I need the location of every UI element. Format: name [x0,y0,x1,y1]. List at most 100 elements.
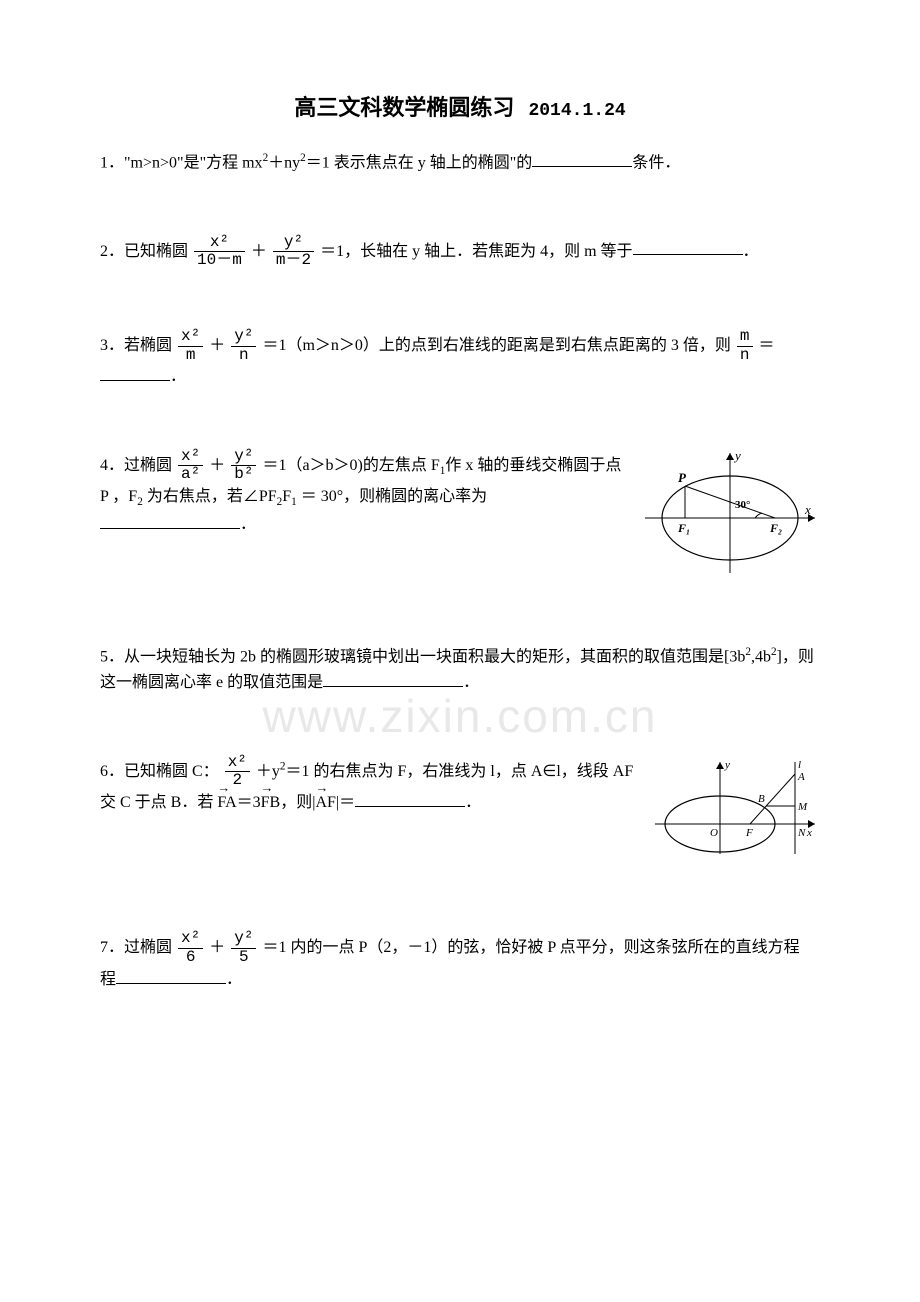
text: ＝1（m＞n＞0）上的点到右准线的距离是到右焦点距离的 3 倍，则 [262,337,730,354]
text: 条件． [632,154,680,171]
text: 为右焦点，若∠PF [143,488,277,505]
text: ，则| [280,794,315,811]
numerator: x² [178,448,203,467]
fraction: x²6 [178,930,203,966]
fraction: x²a² [178,448,203,484]
denominator: 6 [178,949,203,967]
fraction: y²b² [231,448,256,484]
denominator: m－2 [273,252,314,270]
problem-7: 7．过椭圆 x²6 ＋ y²5 ＝1 内的一点 P（2，－1）的弦，恰好被 P … [100,930,820,992]
blank [355,806,465,807]
text: ,4b [751,649,771,666]
svg-text:x: x [804,502,811,517]
vector: FB [261,790,281,816]
text: ＋ny [268,154,300,171]
text: ＝3 [237,794,261,811]
blank [100,380,170,381]
denominator: 10－m [194,252,245,270]
problem-3: 3．若椭圆 x²m ＋ y²n ＝1（m＞n＞0）上的点到右准线的距离是到右焦点… [100,328,820,390]
title-text: 高三文科数学椭圆练习 [294,95,514,120]
svg-text:30°: 30° [735,499,750,511]
svg-text:F₁: F₁ [677,521,690,535]
text: F [282,488,291,505]
text: 已知椭圆 [124,242,188,259]
blank [323,686,463,687]
text: 程 [100,971,116,988]
fraction: mn [737,328,753,364]
problem-4: 4．过椭圆 x²a² ＋ y²b² ＝1（a＞b＞0)的左焦点 F1作 x 轴的… [100,448,820,587]
text: ＝1，长轴在 y 轴上．若焦距为 4，则 m 等于 [320,242,632,259]
text: "m>n>0"是"方程 mx [124,154,263,171]
denominator: n [231,347,256,365]
text: ＋ [209,456,225,473]
ellipse-diagram-icon: x y P F₁ F₂ 30° [640,448,820,578]
fraction: y²5 [231,930,256,966]
fraction: x²10－m [194,234,245,270]
numerator: m [737,328,753,347]
denominator: a² [178,466,203,484]
problem-number: 7． [100,939,124,956]
text: 若椭圆 [124,337,172,354]
svg-text:B: B [758,793,765,805]
numerator: y² [231,930,256,949]
text: ＝ 30°，则椭圆的离心率为 [297,488,487,505]
text: ＝1 表示焦点在 y 轴上的椭圆"的 [306,154,533,171]
problem-4-figure: x y P F₁ F₂ 30° [640,448,820,587]
text: |＝ [336,794,355,811]
blank [116,983,226,984]
vector: AF [315,790,335,816]
svg-text:y: y [733,448,741,463]
svg-text:A: A [797,771,805,783]
text: ＋ [209,939,225,956]
page-title: 高三文科数学椭圆练习 2014.1.24 [100,90,820,126]
text: ． [463,674,479,691]
text: ． [170,368,186,385]
text: 过椭圆 [124,939,172,956]
blank [633,254,743,255]
problem-number: 3． [100,337,124,354]
denominator: m [178,347,203,365]
svg-text:F₂: F₂ [769,521,782,535]
text: ． [465,794,481,811]
denominator: 5 [231,949,256,967]
svg-text:y: y [724,759,730,771]
fraction: y²m－2 [273,234,314,270]
numerator: x² [194,234,245,253]
text: ＝ [759,337,775,354]
blank [532,166,632,167]
svg-text:O: O [710,827,718,839]
svg-text:M: M [797,801,808,813]
problem-1: 1．"m>n>0"是"方程 mx2＋ny2＝1 表示焦点在 y 轴上的椭圆"的条… [100,150,820,176]
fraction: x²m [178,328,203,364]
denominator: b² [231,466,256,484]
title-date: 2014.1.24 [528,101,625,121]
problem-6-figure: x y l A B M N O F [650,754,820,873]
problem-2: 2．已知椭圆 x²10－m ＋ y²m－2 ＝1，长轴在 y 轴上．若焦距为 4… [100,234,820,270]
numerator: x² [178,930,203,949]
vector: FA [217,790,236,816]
text: ． [743,242,759,259]
text: 过椭圆 [124,456,172,473]
problem-number: 1． [100,154,124,171]
problem-5: 5．从一块短轴长为 2b 的椭圆形玻璃镜中划出一块面积最大的矩形，其面积的取值范… [100,644,820,696]
text: 已知椭圆 C： [124,763,219,780]
svg-text:P: P [678,470,687,485]
svg-text:N: N [797,827,806,839]
problem-6: 6．已知椭圆 C： x²2 ＋y2＝1 的右焦点为 F，右准线为 l，点 A∈l… [100,754,820,873]
text: ＋y [256,763,280,780]
text: ＝1（a＞b＞0)的左焦点 F [262,456,439,473]
numerator: y² [231,448,256,467]
problem-number: 5． [100,649,124,666]
svg-text:F: F [745,827,753,839]
numerator: y² [273,234,314,253]
text: 从一块短轴长为 2b 的椭圆形玻璃镜中划出一块面积最大的矩形，其面积的取值范围是… [124,649,745,666]
denominator: n [737,347,753,365]
ellipse-directrix-diagram-icon: x y l A B M N O F [650,754,820,864]
problem-text-column: 4．过椭圆 x²a² ＋ y²b² ＝1（a＞b＞0)的左焦点 F1作 x 轴的… [100,448,632,538]
problem-text-column: 6．已知椭圆 C： x²2 ＋y2＝1 的右焦点为 F，右准线为 l，点 A∈l… [100,754,642,816]
problem-number: 2． [100,242,124,259]
numerator: x² [178,328,203,347]
numerator: x² [225,754,250,773]
problem-number: 4． [100,456,124,473]
svg-text:x: x [806,827,812,839]
